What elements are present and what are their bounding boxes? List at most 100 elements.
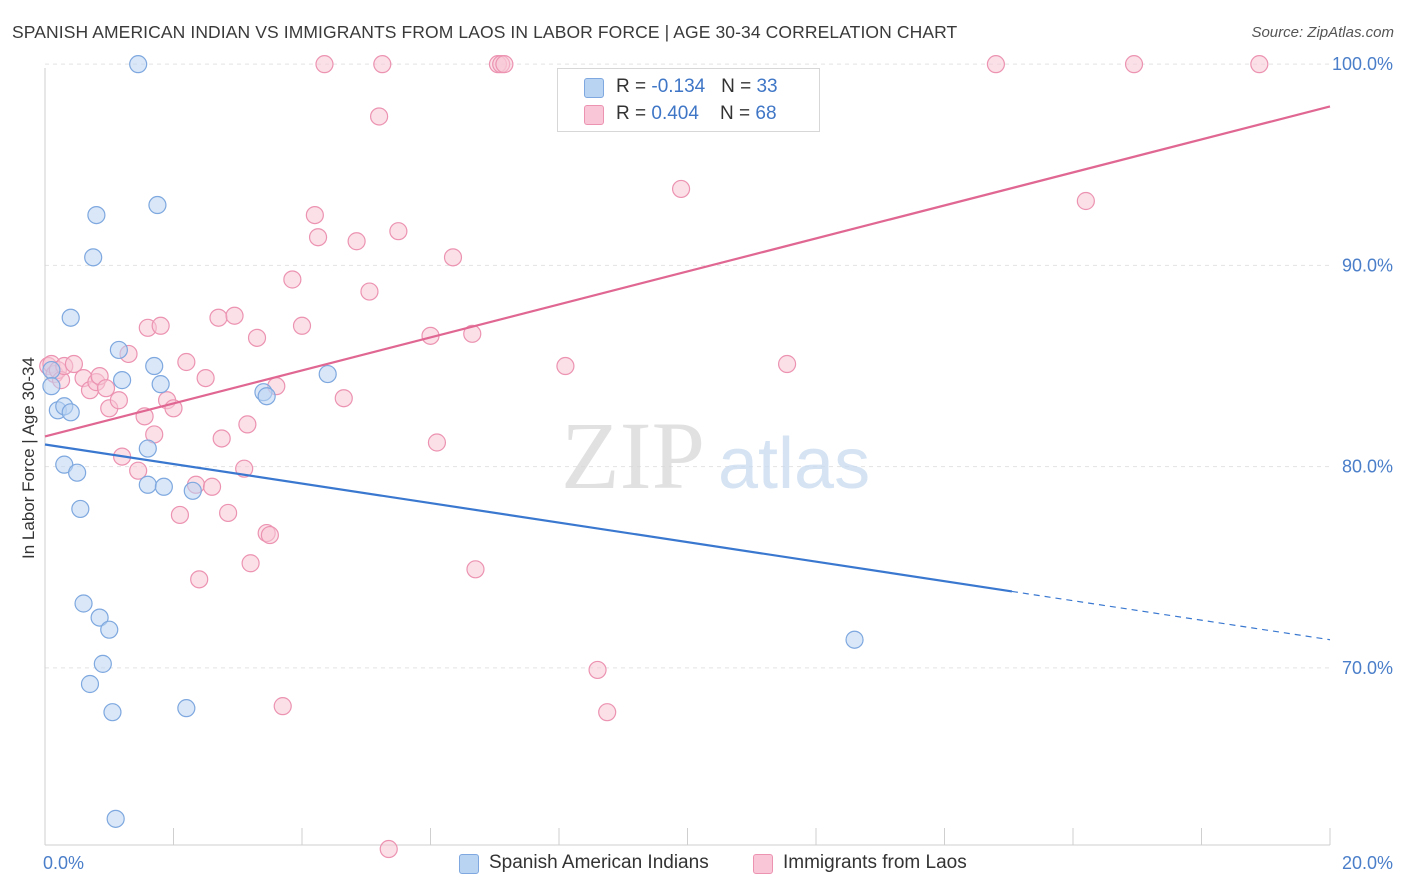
- data-point: [777, 354, 797, 374]
- data-point: [283, 270, 302, 289]
- data-point: [151, 316, 170, 335]
- data-point: [61, 308, 80, 327]
- data-point: [373, 55, 392, 74]
- data-point: [845, 630, 864, 649]
- series-legend: Spanish American Indians Immigrants from…: [0, 852, 1406, 878]
- data-point: [148, 195, 167, 215]
- x-tick-labels: 0.0% 20.0%: [43, 853, 1393, 873]
- data-point: [1124, 55, 1144, 74]
- data-point: [495, 55, 514, 74]
- data-point: [129, 461, 148, 480]
- trend-line-extension: [1011, 590, 1331, 641]
- data-point: [74, 594, 93, 613]
- data-point: [71, 499, 90, 519]
- data-point: [235, 459, 254, 478]
- data-point: [42, 360, 61, 380]
- data-point: [1250, 55, 1269, 74]
- correlation-legend: R = -0.134 N = 33 R = 0.404 N = 68: [557, 68, 820, 132]
- data-point: [109, 391, 128, 410]
- data-point: [238, 415, 257, 434]
- series-legend-swatch-blue: [459, 854, 479, 874]
- data-point: [219, 503, 238, 523]
- y-tick-label: 90.0%: [1342, 255, 1393, 275]
- series-spanish-american-indians-points: [42, 55, 864, 828]
- data-point: [318, 364, 337, 384]
- data-point: [129, 55, 148, 74]
- data-point: [347, 232, 366, 251]
- data-point: [308, 228, 328, 247]
- data-point: [87, 205, 106, 225]
- legend-n-label: N =: [720, 103, 756, 124]
- data-point: [183, 481, 202, 500]
- x-tick-label: 20.0%: [1342, 853, 1393, 873]
- data-point: [90, 608, 109, 627]
- data-point: [55, 455, 74, 474]
- data-point: [177, 699, 196, 718]
- data-point: [61, 403, 80, 422]
- data-point: [109, 340, 128, 360]
- trend-lines: [44, 105, 1331, 641]
- data-point: [106, 809, 125, 828]
- data-point: [986, 55, 1006, 74]
- grid-lines: [45, 63, 1330, 669]
- data-point: [112, 371, 132, 390]
- legend-r-value: -0.134: [651, 76, 706, 97]
- y-tick-label: 70.0%: [1342, 658, 1393, 678]
- data-point: [93, 654, 112, 673]
- legend-text: R = -0.134 N = 33: [616, 76, 778, 98]
- data-point: [151, 375, 170, 394]
- watermark-atlas: atlas: [718, 424, 870, 504]
- data-point: [466, 560, 485, 579]
- data-point: [273, 697, 292, 716]
- data-point: [212, 429, 231, 448]
- data-point: [103, 703, 122, 722]
- data-point: [389, 222, 408, 241]
- data-point: [225, 306, 244, 325]
- data-point: [334, 389, 353, 408]
- data-point: [292, 316, 312, 335]
- data-point: [145, 356, 164, 376]
- trend-line: [44, 443, 1013, 593]
- data-point: [305, 205, 324, 225]
- data-point: [443, 248, 463, 267]
- data-point: [80, 674, 100, 694]
- data-point: [177, 352, 196, 372]
- data-point: [257, 387, 276, 406]
- legend-n-value: 33: [756, 76, 778, 97]
- data-point: [379, 839, 398, 859]
- data-point: [196, 369, 215, 388]
- data-point: [138, 439, 157, 458]
- legend-swatch-pink: [584, 105, 604, 125]
- data-point: [202, 477, 222, 496]
- data-point: [370, 107, 389, 126]
- y-tick-label: 100.0%: [1332, 54, 1393, 74]
- data-point: [84, 248, 103, 267]
- chart-title: SPANISH AMERICAN INDIAN VS IMMIGRANTS FR…: [12, 22, 958, 42]
- data-point: [190, 570, 209, 589]
- data-point: [68, 463, 87, 482]
- data-point: [100, 620, 119, 639]
- legend-r-label: R =: [616, 103, 652, 124]
- data-point: [588, 660, 607, 680]
- watermark-zip: ZIP: [561, 402, 705, 509]
- data-point: [247, 328, 267, 347]
- data-point: [241, 554, 260, 573]
- data-point: [463, 324, 482, 343]
- data-point: [64, 354, 84, 374]
- data-point: [360, 282, 379, 301]
- data-point: [427, 433, 447, 452]
- data-point: [138, 475, 157, 494]
- data-point: [260, 525, 279, 545]
- trend-line: [44, 105, 1331, 438]
- source-label: Source: ZipAtlas.com: [1251, 24, 1394, 41]
- legend-text: R = 0.404 N = 68: [616, 103, 777, 125]
- data-point: [96, 379, 116, 398]
- data-point: [42, 377, 61, 396]
- data-point: [671, 179, 691, 199]
- legend-n-value: 68: [755, 103, 777, 124]
- data-point: [315, 55, 334, 74]
- data-point: [1076, 191, 1095, 211]
- series-legend-label: Immigrants from Laos: [783, 852, 967, 873]
- legend-swatch-blue: [584, 78, 604, 98]
